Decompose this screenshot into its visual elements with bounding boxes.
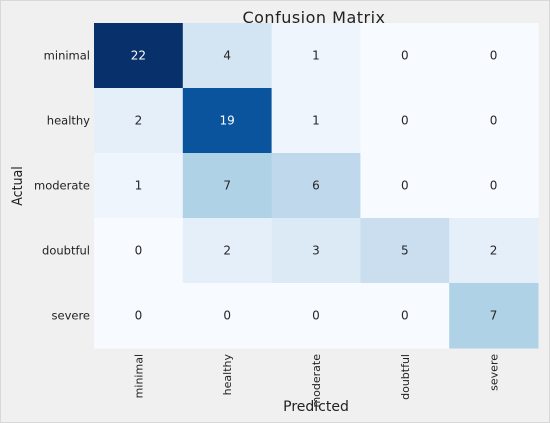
- cell-value-label: 0: [135, 309, 143, 323]
- x-tick-label: minimal: [132, 354, 145, 398]
- cell-value-label: 0: [312, 309, 320, 323]
- heatmap-cell: [360, 23, 450, 89]
- cell-value-label: 0: [401, 49, 409, 63]
- heatmap-cell: [360, 153, 450, 219]
- cell-value-label: 3: [312, 244, 320, 258]
- heatmap-cell: [360, 218, 450, 284]
- heatmap-cell: [182, 218, 273, 284]
- cell-value-label: 2: [135, 114, 143, 128]
- cell-value-label: 2: [223, 244, 231, 258]
- cell-value-label: 22: [131, 49, 146, 63]
- x-tick-labels: minimal healthy moderate doubtful severe: [132, 354, 500, 408]
- y-tick-label: minimal: [44, 49, 90, 63]
- cell-value-label: 5: [401, 244, 409, 258]
- cell-value-label: 0: [401, 179, 409, 193]
- heatmap-cell: [182, 283, 273, 349]
- cell-value-label: 0: [135, 244, 143, 258]
- cell-value-label: 1: [312, 49, 320, 63]
- heatmap-cells: [94, 23, 539, 349]
- cell-value-label: 0: [401, 309, 409, 323]
- cell-value-label: 0: [490, 179, 498, 193]
- chart-title: Confusion Matrix: [242, 8, 385, 27]
- y-tick-label: healthy: [47, 114, 90, 128]
- heatmap-cell: [271, 218, 361, 284]
- y-tick-label: severe: [52, 309, 91, 323]
- heatmap-cell: [94, 153, 184, 219]
- cell-value-label: 19: [220, 114, 235, 128]
- cell-value-label: 1: [135, 179, 143, 193]
- heatmap-cell: [449, 218, 539, 284]
- cell-value-label: 0: [490, 114, 498, 128]
- cell-value-label: 0: [401, 114, 409, 128]
- heatmap-cell: [271, 283, 361, 349]
- heatmap-cell: [271, 153, 361, 219]
- heatmap-cell: [449, 153, 539, 219]
- heatmap-cell: [94, 88, 184, 154]
- cell-value-label: 7: [223, 179, 231, 193]
- x-tick-label: severe: [488, 354, 501, 391]
- heatmap-cell: [94, 283, 184, 349]
- cell-value-label: 4: [223, 49, 231, 63]
- cell-value-label: 1: [312, 114, 320, 128]
- heatmap-cell: [94, 218, 184, 284]
- heatmap-cell: [271, 23, 361, 89]
- cell-value-label: 0: [223, 309, 231, 323]
- heatmap-cell: [182, 88, 273, 154]
- x-tick-label: moderate: [310, 354, 323, 408]
- y-tick-label: doubtful: [42, 244, 90, 258]
- y-axis-label: Actual: [10, 166, 26, 205]
- x-tick-label: doubtful: [399, 354, 412, 400]
- x-tick-label: healthy: [221, 354, 234, 396]
- heatmap-cell: [271, 88, 361, 154]
- cell-value-label: 0: [490, 49, 498, 63]
- y-tick-label: moderate: [34, 179, 90, 193]
- cell-value-label: 2: [490, 244, 498, 258]
- cell-value-label: 7: [490, 309, 498, 323]
- cell-value-label: 6: [312, 179, 320, 193]
- y-tick-labels: minimal healthy moderate doubtful severe: [34, 49, 90, 323]
- heatmap-cell: [182, 153, 273, 219]
- heatmap-cell: [449, 283, 539, 349]
- cell-value-labels: 22 4 1 0 0 2 19 1 0 0 1 7 6 0 0 0 2 3 5 2 0 0 0 0 7: [131, 49, 498, 323]
- heatmap-cell: [360, 283, 450, 349]
- heatmap-cell: [360, 88, 450, 154]
- heatmap-cell: [449, 88, 539, 154]
- heatmap-cell: [449, 23, 539, 89]
- heatmap-cell: [182, 23, 273, 89]
- x-axis-label: Predicted: [283, 399, 349, 415]
- heatmap-cell: [94, 23, 184, 89]
